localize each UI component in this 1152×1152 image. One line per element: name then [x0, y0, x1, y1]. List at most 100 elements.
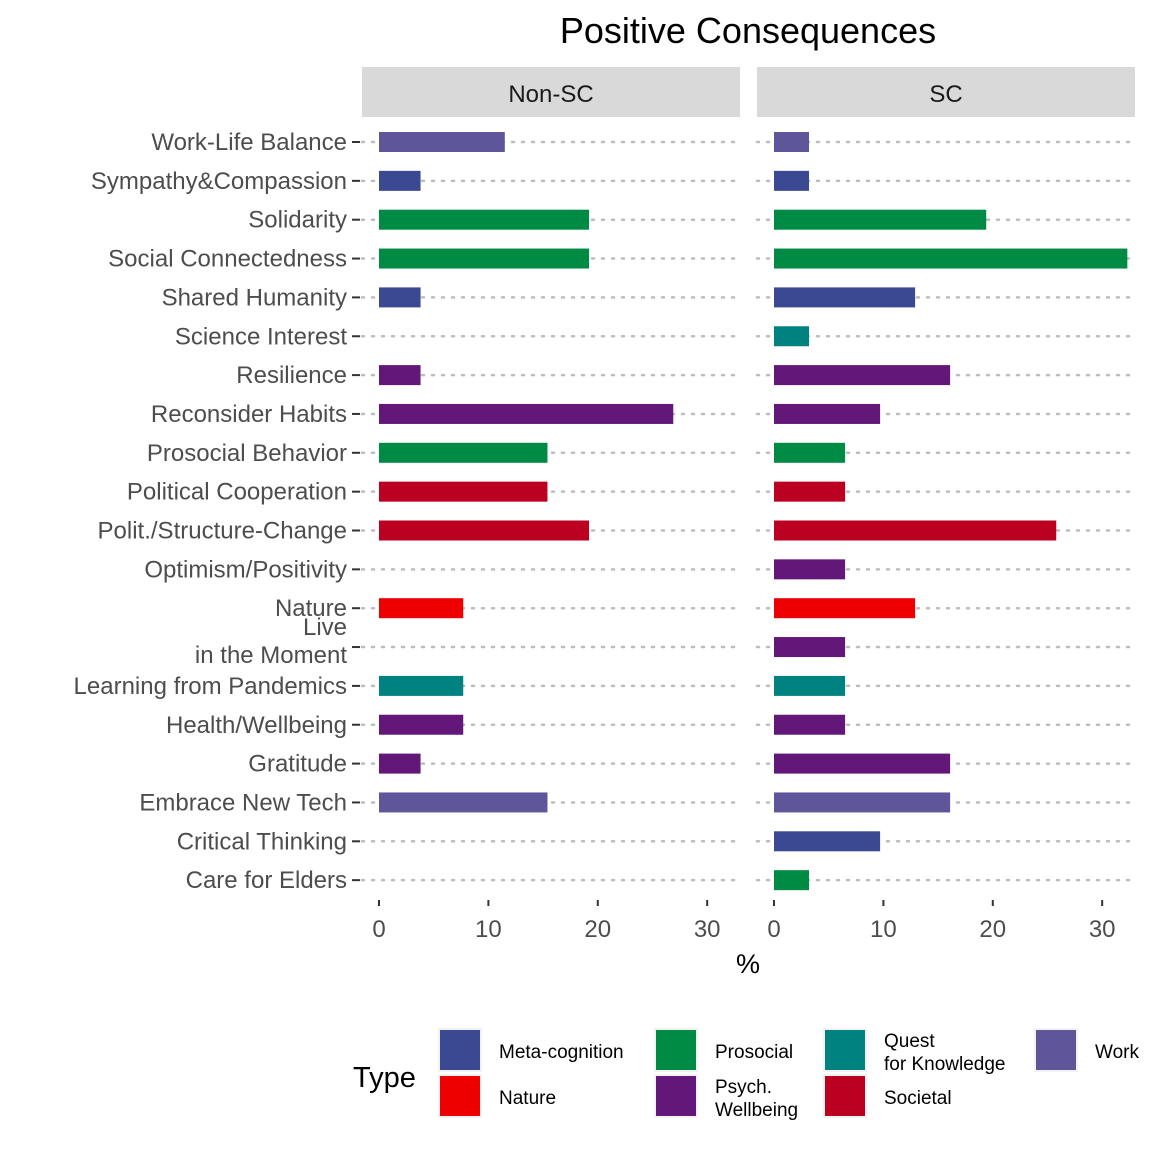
chart-title: Positive Consequences	[560, 10, 936, 51]
bar-non-sc-sympathy-compassion: Sympathy&Compassion: 3.8%	[379, 170, 421, 191]
y-tick-label-health-wellbeing: Health/Wellbeing	[166, 712, 347, 739]
bar-non-sc-social-connectedness: Social Connectedness: 19.2%	[379, 248, 590, 269]
bar-sc-resilience: Resilience: 16.1%	[774, 365, 951, 386]
y-tick-label-polit-structure-change: Polit./Structure-Change	[98, 518, 347, 545]
bar-non-sc-reconsider-habits: Reconsider Habits: 26.9%	[379, 403, 674, 424]
bar-sc-learning-from-pandemics: Learning from Pandemics: 6.5%	[774, 675, 846, 696]
y-tick-label-work-life-balance: Work-Life Balance	[151, 129, 347, 156]
bar-non-sc-solidarity: Solidarity: 19.2%	[379, 209, 590, 230]
legend-label: Meta-cognition	[499, 1042, 624, 1063]
bar-non-sc-work-life-balance: Work-Life Balance: 11.5%	[379, 132, 505, 152]
bar-sc-polit-structure-change: Polit./Structure-Change: 25.8%	[774, 520, 1057, 541]
bar-non-sc-gratitude: Gratitude: 3.8%	[379, 753, 421, 774]
y-tick-label-line: in the Moment	[195, 642, 347, 669]
bar-sc-embrace-new-tech: Embrace New Tech: 16.1%	[774, 792, 951, 813]
bar-non-sc-nature: Nature: 7.7%	[379, 598, 464, 619]
legend-label: Societal	[884, 1088, 952, 1109]
x-tick-label: 0	[767, 916, 780, 943]
y-tick-label-nature: Nature	[275, 595, 347, 622]
bar-non-sc-polit-structure-change: Polit./Structure-Change: 19.2%	[379, 520, 590, 541]
x-tick-label: 20	[979, 916, 1006, 943]
y-tick-label-line: Live	[303, 614, 347, 641]
bar-sc-health-wellbeing: Health/Wellbeing: 6.5%	[774, 714, 846, 735]
bar-sc-work-life-balance: Work-Life Balance: 3.2%	[774, 132, 810, 152]
bar-non-sc-prosocial-behavior: Prosocial Behavior: 15.4%	[379, 442, 548, 463]
bar-sc-gratitude: Gratitude: 16.1%	[774, 753, 951, 774]
strip-background	[362, 67, 740, 117]
panels-group: Non-SC Work-Life Balance: 11.5% Sympathy&C…	[360, 67, 1137, 943]
x-tick-label: 10	[870, 916, 897, 943]
y-tick-label-reconsider-habits: Reconsider Habits	[151, 401, 347, 428]
legend-item-prosocial: Prosocial	[654, 1028, 793, 1072]
bar-sc-care-for-elders: Care for Elders: 3.2%	[774, 870, 810, 891]
bar-sc-reconsider-habits: Reconsider Habits: 9.7%	[774, 403, 881, 424]
bar-sc-solidarity: Solidarity: 19.4%	[774, 209, 987, 230]
legend-item-meta-cognition: Meta-cognition	[438, 1028, 624, 1072]
bar-non-sc-learning-from-pandemics: Learning from Pandemics: 7.7%	[379, 675, 464, 696]
bar-sc-live-in-the-moment: Live in the Moment: 6.5%	[774, 637, 846, 658]
legend-item-psych-wellbeing: Psych. Wellbeing	[654, 1074, 798, 1121]
bar-sc-optimism-positivity: Optimism/Positivity: 6.5%	[774, 559, 846, 580]
legend-swatch	[1036, 1030, 1076, 1070]
bar-non-sc-political-cooperation: Political Cooperation: 15.4%	[379, 481, 548, 502]
legend-label: Quest for Knowledge	[884, 1031, 1005, 1075]
y-tick-label-sympathy-compassion: Sympathy&Compassion	[91, 168, 347, 195]
y-axis: Work-Life Balance Sympathy&Compassion Soli…	[74, 129, 360, 894]
legend-swatch	[656, 1030, 696, 1070]
strip-label: SC	[929, 81, 962, 108]
bar-sc-sympathy-compassion: Sympathy&Compassion: 3.2%	[774, 170, 810, 191]
bar-sc-prosocial-behavior: Prosocial Behavior: 6.5%	[774, 442, 846, 463]
legend-label: Work	[1095, 1042, 1139, 1063]
panel-sc: SC Work-Life Balance: 3.2% Sympathy&Compas…	[755, 67, 1137, 943]
x-axis-title: %	[736, 949, 760, 979]
y-tick-label-solidarity: Solidarity	[248, 207, 347, 234]
bar-sc-science-interest: Science Interest: 3.2%	[774, 326, 810, 347]
bar-non-sc-health-wellbeing: Health/Wellbeing: 7.7%	[379, 714, 464, 735]
legend-swatch	[440, 1076, 480, 1116]
legend-item-societal: Societal	[823, 1074, 952, 1118]
legend-label-line: Quest	[884, 1031, 935, 1052]
y-tick-label-science-interest: Science Interest	[175, 323, 347, 350]
legend-label-line: Wellbeing	[715, 1100, 798, 1121]
strip-label: Non-SC	[508, 81, 593, 108]
y-tick-label-optimism-positivity: Optimism/Positivity	[144, 556, 347, 583]
y-tick-label-critical-thinking: Critical Thinking	[177, 828, 347, 855]
y-tick-label-social-connectedness: Social Connectedness	[108, 246, 347, 273]
x-tick-label: 10	[475, 916, 502, 943]
legend-label: Prosocial	[715, 1042, 793, 1063]
legend-swatch	[825, 1030, 865, 1070]
y-tick-label-learning-from-pandemics: Learning from Pandemics	[74, 673, 347, 700]
y-tick-label-shared-humanity: Shared Humanity	[162, 284, 347, 311]
legend-label-line: for Knowledge	[884, 1054, 1005, 1075]
bar-sc-social-connectedness: Social Connectedness: 32.3%	[774, 248, 1128, 269]
legend-swatch	[825, 1076, 865, 1116]
legend-swatch	[440, 1030, 480, 1070]
x-tick-label: 30	[1089, 916, 1116, 943]
x-tick-label: 0	[372, 916, 385, 943]
panel-non-sc: Non-SC Work-Life Balance: 11.5% Sympathy&C…	[360, 67, 742, 943]
y-tick-label-prosocial-behavior: Prosocial Behavior	[147, 440, 347, 467]
y-tick-label-political-cooperation: Political Cooperation	[127, 479, 347, 506]
y-tick-label-embrace-new-tech: Embrace New Tech	[139, 789, 347, 816]
x-tick-label: 20	[584, 916, 611, 943]
y-tick-label-gratitude: Gratitude	[248, 751, 347, 778]
legend-item-nature: Nature	[438, 1074, 556, 1118]
bar-non-sc-shared-humanity: Shared Humanity: 3.8%	[379, 287, 421, 308]
y-tick-label-resilience: Resilience	[236, 362, 347, 389]
x-tick-label: 30	[694, 916, 721, 943]
legend: Type Meta-cognition Nature Prosocial Psych.…	[353, 1028, 1139, 1121]
bar-sc-political-cooperation: Political Cooperation: 6.5%	[774, 481, 846, 502]
legend-label-line: Psych.	[715, 1077, 772, 1098]
bar-sc-shared-humanity: Shared Humanity: 12.9%	[774, 287, 916, 308]
bar-non-sc-embrace-new-tech: Embrace New Tech: 15.4%	[379, 792, 548, 813]
y-tick-label-live-in-the-moment: Live in the Moment	[195, 614, 347, 669]
legend-item-quest-for-knowledge: Quest for Knowledge	[823, 1028, 1005, 1075]
bar-sc-nature: Nature: 12.9%	[774, 598, 916, 619]
legend-swatch	[656, 1076, 696, 1116]
legend-item-work: Work	[1034, 1028, 1139, 1072]
bar-non-sc-resilience: Resilience: 3.8%	[379, 365, 421, 386]
legend-label: Psych. Wellbeing	[715, 1077, 798, 1121]
bar-sc-critical-thinking: Critical Thinking: 9.7%	[774, 831, 881, 852]
